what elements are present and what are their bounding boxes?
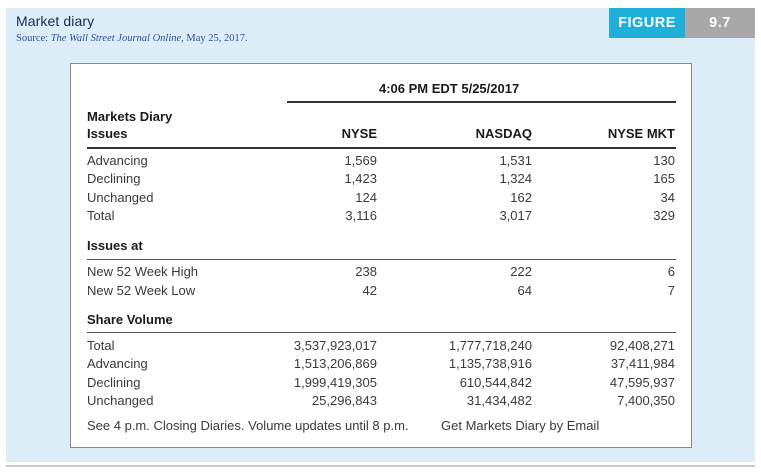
table-cell: 130 [653, 153, 675, 168]
table-row-label: Unchanged [87, 393, 154, 408]
table-cell: 162 [510, 190, 532, 205]
table-cell: 222 [510, 264, 532, 279]
table-cell: 34 [660, 190, 675, 205]
column-header-nyse: NYSE [341, 126, 377, 141]
figure-badge-label: FIGURE [609, 8, 685, 38]
header-title: Markets Diary [87, 109, 173, 124]
table-cell: 42 [362, 283, 377, 298]
timestamp-underline [287, 101, 676, 103]
table-cell: 37,411,984 [610, 356, 675, 371]
table-cell: 47,595,937 [609, 375, 675, 390]
header-rule [87, 147, 676, 149]
section-rule [87, 259, 676, 260]
table-cell: 238 [355, 264, 377, 279]
bottom-divider [6, 465, 755, 467]
table-cell: 1,569 [344, 153, 377, 168]
column-header-nasdaq: NASDAQ [475, 126, 532, 141]
table-cell: 1,513,206,869 [293, 356, 377, 371]
markets-diary-table: 4:06 PM EDT 5/25/2017 Markets Diary Issu… [70, 63, 692, 448]
section-heading-share-volume: Share Volume [87, 312, 173, 327]
table-cell: 64 [517, 283, 532, 298]
table-cell: 1,999,419,305 [293, 375, 377, 390]
table-cell: 7,400,350 [617, 393, 675, 408]
table-row-label: New 52 Week Low [87, 283, 196, 298]
timestamp: 4:06 PM EDT 5/25/2017 [379, 81, 520, 96]
source-publication: The Wall Street Journal Online, [50, 33, 184, 44]
table-cell: 3,537,923,017 [293, 338, 377, 353]
section-heading-issues-at: Issues at [87, 238, 143, 253]
table-cell: 124 [355, 190, 377, 205]
figure-badge-number: 9.7 [685, 8, 755, 38]
table-cell: 92,408,271 [609, 338, 675, 353]
table-cell: 1,135,738,916 [448, 356, 532, 371]
table-cell: 1,531 [499, 153, 532, 168]
source-date: May 25, 2017. [183, 33, 248, 44]
table-cell: 165 [653, 171, 675, 186]
header-subtitle: Issues [87, 126, 128, 141]
table-row-label: Advancing [87, 153, 148, 168]
table-cell: 3,017 [499, 208, 532, 223]
table-cell: 329 [653, 208, 675, 223]
table-cell: 31,434,482 [466, 393, 532, 408]
table-cell: 25,296,843 [311, 393, 377, 408]
email-diary-link[interactable]: Get Markets Diary by Email [441, 418, 600, 433]
table-cell: 7 [667, 283, 675, 298]
figure-title: Market diary [16, 13, 95, 29]
table-row-label: Declining [87, 171, 141, 186]
table-cell: 1,324 [499, 171, 532, 186]
table-cell: 610,544,842 [459, 375, 532, 390]
table-row-label: Declining [87, 375, 141, 390]
table-row-label: Advancing [87, 356, 148, 371]
table-cell: 1,423 [344, 171, 377, 186]
source-prefix: Source: [16, 33, 51, 44]
section-rule [87, 332, 676, 333]
table-row-label: Total [87, 338, 115, 353]
table-cell: 3,116 [345, 208, 377, 223]
table-row-label: New 52 Week High [87, 264, 199, 279]
table-cell: 6 [667, 264, 675, 279]
figure-badge: FIGURE 9.7 [609, 8, 755, 38]
figure-source: Source: The Wall Street Journal Online, … [16, 33, 248, 44]
table-row-label: Unchanged [87, 190, 154, 205]
table-row-label: Total [87, 208, 115, 223]
closing-diaries-link[interactable]: See 4 p.m. Closing Diaries. Volume updat… [87, 418, 409, 433]
column-header-nyse-mkt: NYSE MKT [607, 126, 675, 141]
table-cell: 1,777,718,240 [448, 338, 532, 353]
